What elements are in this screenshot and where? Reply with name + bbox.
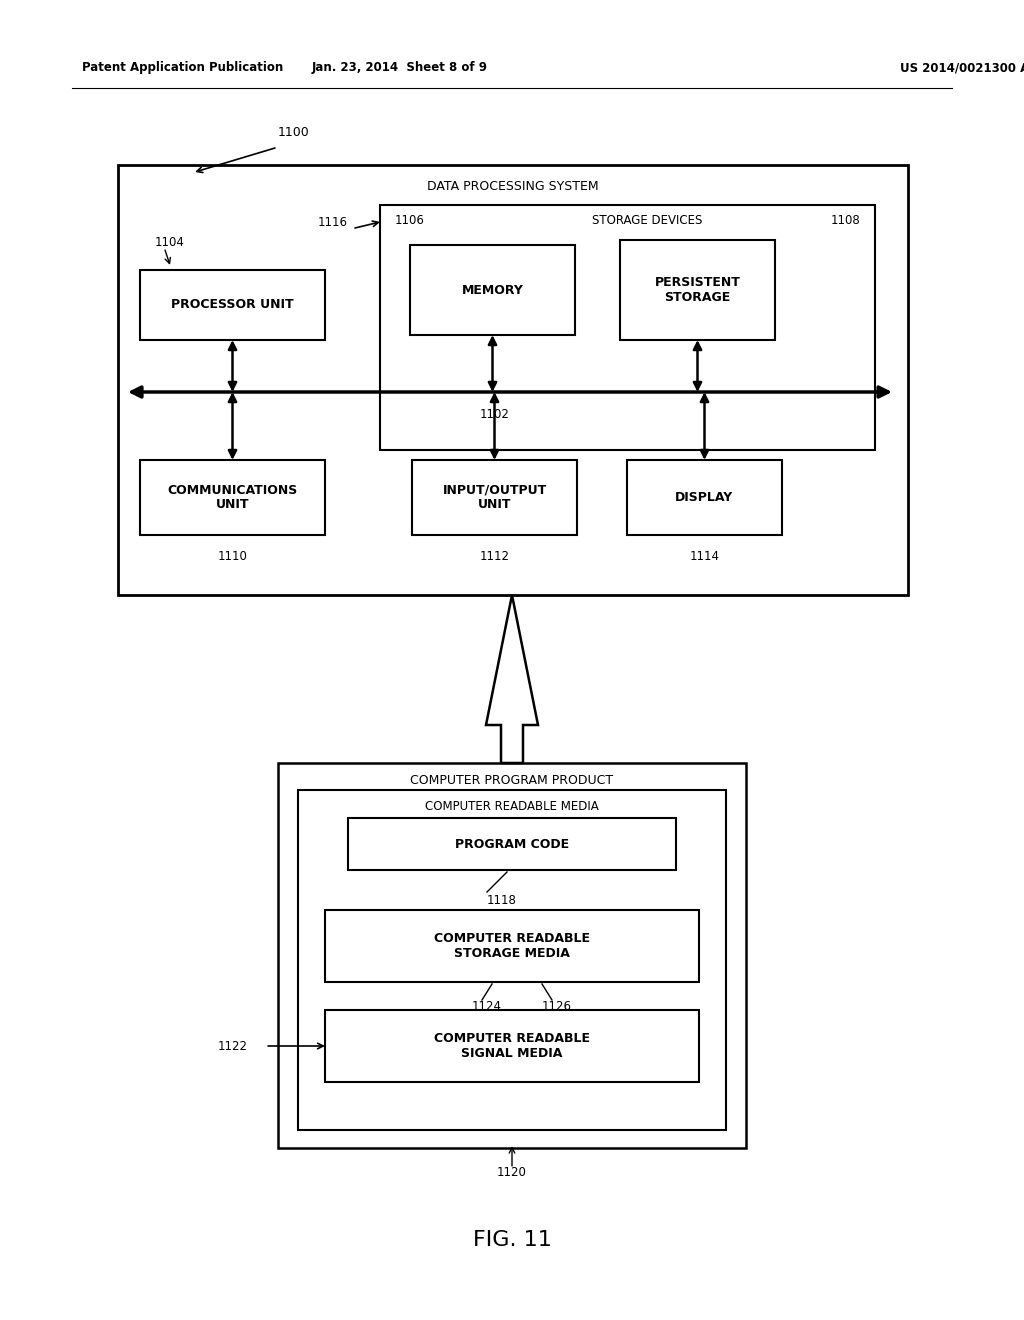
Text: PROCESSOR UNIT: PROCESSOR UNIT	[171, 298, 294, 312]
Text: 1124: 1124	[472, 1001, 502, 1014]
Text: COMPUTER READABLE
SIGNAL MEDIA: COMPUTER READABLE SIGNAL MEDIA	[434, 1032, 590, 1060]
Bar	[620, 240, 775, 341]
Text: 1108: 1108	[830, 214, 860, 227]
Bar	[140, 271, 325, 341]
Text: 1112: 1112	[479, 550, 510, 564]
Text: PERSISTENT
STORAGE: PERSISTENT STORAGE	[654, 276, 740, 304]
Text: MEMORY: MEMORY	[462, 284, 523, 297]
Text: 1120: 1120	[497, 1167, 527, 1180]
Polygon shape	[486, 595, 538, 763]
Text: DATA PROCESSING SYSTEM: DATA PROCESSING SYSTEM	[427, 181, 599, 194]
Bar	[410, 246, 575, 335]
Text: 1100: 1100	[278, 127, 309, 140]
Bar	[348, 818, 676, 870]
Text: 1110: 1110	[217, 550, 248, 564]
Text: 1114: 1114	[689, 550, 720, 564]
Text: INPUT/OUTPUT
UNIT: INPUT/OUTPUT UNIT	[442, 483, 547, 511]
Text: 1102: 1102	[480, 408, 510, 421]
Text: STORAGE DEVICES: STORAGE DEVICES	[592, 214, 702, 227]
Bar	[140, 459, 325, 535]
Bar	[278, 763, 746, 1148]
Text: COMMUNICATIONS
UNIT: COMMUNICATIONS UNIT	[167, 483, 298, 511]
Bar	[627, 459, 782, 535]
Text: 1118: 1118	[487, 894, 517, 907]
Text: DISPLAY: DISPLAY	[676, 491, 733, 504]
Bar	[325, 909, 699, 982]
Text: 1104: 1104	[155, 235, 185, 248]
Bar	[380, 205, 874, 450]
Text: US 2014/0021300 A1: US 2014/0021300 A1	[900, 62, 1024, 74]
Text: 1126: 1126	[542, 1001, 572, 1014]
Text: Patent Application Publication: Patent Application Publication	[82, 62, 284, 74]
Bar	[325, 1010, 699, 1082]
Text: PROGRAM CODE: PROGRAM CODE	[455, 837, 569, 850]
Text: COMPUTER READABLE
STORAGE MEDIA: COMPUTER READABLE STORAGE MEDIA	[434, 932, 590, 960]
Text: COMPUTER READABLE MEDIA: COMPUTER READABLE MEDIA	[425, 800, 599, 813]
Text: 1106: 1106	[395, 214, 425, 227]
Text: 1116: 1116	[318, 216, 348, 230]
Bar	[412, 459, 577, 535]
Text: 1122: 1122	[218, 1040, 248, 1052]
Bar	[298, 789, 726, 1130]
Text: FIG. 11: FIG. 11	[472, 1230, 552, 1250]
Text: Jan. 23, 2014  Sheet 8 of 9: Jan. 23, 2014 Sheet 8 of 9	[312, 62, 488, 74]
Bar	[118, 165, 908, 595]
Text: COMPUTER PROGRAM PRODUCT: COMPUTER PROGRAM PRODUCT	[411, 775, 613, 788]
